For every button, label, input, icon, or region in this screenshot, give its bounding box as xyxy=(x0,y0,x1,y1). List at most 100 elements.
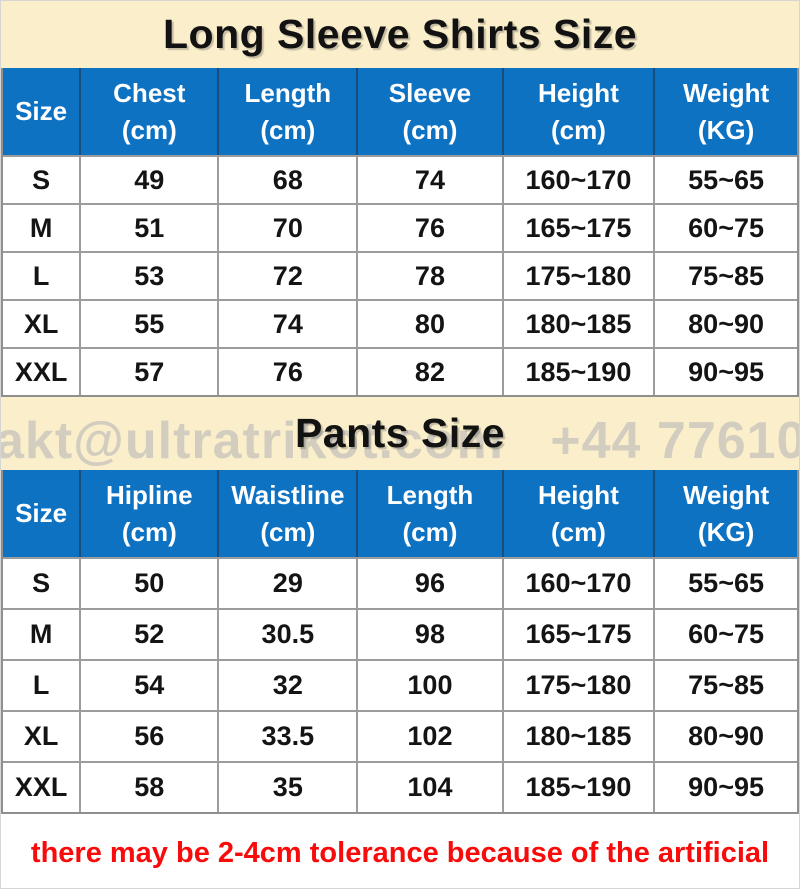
value-cell: 53 xyxy=(79,253,217,299)
value-cell: 70 xyxy=(217,205,356,251)
header-unit: (cm) xyxy=(550,516,606,547)
value-cell: 90~95 xyxy=(653,763,797,812)
header-label: Length xyxy=(386,479,474,510)
value-cell: 52 xyxy=(79,610,217,659)
value-cell: 74 xyxy=(217,301,356,347)
shirts-header-length: Length (cm) xyxy=(217,68,356,155)
value-cell: 180~185 xyxy=(501,712,654,761)
size-cell: S xyxy=(32,164,51,195)
size-cell: M xyxy=(29,212,53,243)
size-cell: S xyxy=(32,568,51,598)
value-cell: 104 xyxy=(356,763,501,812)
shirts-row: XXL 57 76 82 185~190 90~95 xyxy=(3,347,797,395)
value-cell: 68 xyxy=(217,157,356,203)
shirts-header-chest: Chest (cm) xyxy=(79,68,217,155)
header-unit: (cm) xyxy=(402,516,458,547)
pants-title-band: Pants Size xyxy=(1,397,799,470)
value-cell: 80~90 xyxy=(653,712,797,761)
value-cell: 100 xyxy=(356,661,501,710)
header-unit: (cm) xyxy=(260,516,316,547)
pants-table: Size Hipline (cm) Waistline (cm) Length … xyxy=(1,470,799,814)
header-unit: (cm) xyxy=(121,114,177,145)
pants-header-row: Size Hipline (cm) Waistline (cm) Length … xyxy=(3,470,797,557)
pants-row: XXL 58 35 104 185~190 90~95 xyxy=(3,761,797,812)
shirts-header-height: Height (cm) xyxy=(501,68,654,155)
shirts-row: L 53 72 78 175~180 75~85 xyxy=(3,251,797,299)
size-cell: L xyxy=(32,260,50,291)
value-cell: 175~180 xyxy=(501,253,654,299)
shirts-title: Long Sleeve Shirts Size xyxy=(162,11,638,57)
shirts-title-band: Long Sleeve Shirts Size xyxy=(1,1,799,68)
value-cell: 98 xyxy=(356,610,501,659)
value-cell: 55~65 xyxy=(653,157,797,203)
pants-header-size: Size xyxy=(3,470,79,557)
tolerance-note-bar: there may be 2-4cm tolerance because of … xyxy=(1,814,799,888)
shirts-row: S 49 68 74 160~170 55~65 xyxy=(3,155,797,203)
value-cell: 96 xyxy=(356,559,501,608)
value-cell: 90~95 xyxy=(653,349,797,395)
shirts-table: Size Chest (cm) Length (cm) Sleeve (cm) … xyxy=(1,68,799,397)
header-label: Hipline xyxy=(105,479,193,510)
value-cell: 29 xyxy=(217,559,356,608)
header-label: Height xyxy=(537,77,619,108)
value-cell: 58 xyxy=(79,763,217,812)
pants-header-hipline: Hipline (cm) xyxy=(79,470,217,557)
shirts-table-body: S 49 68 74 160~170 55~65 M 51 70 76 165~175 60~75 L 5… xyxy=(3,155,797,397)
header-label: Weight xyxy=(682,77,770,108)
pants-title: Pants Size xyxy=(294,410,506,456)
value-cell: 51 xyxy=(79,205,217,251)
shirts-header-row: Size Chest (cm) Length (cm) Sleeve (cm) … xyxy=(3,68,797,155)
size-cell: XL xyxy=(23,721,59,751)
header-unit: (cm) xyxy=(260,114,316,145)
pants-row: M 52 30.5 98 165~175 60~75 xyxy=(3,608,797,659)
shirts-header-size: Size xyxy=(3,68,79,155)
value-cell: 75~85 xyxy=(653,253,797,299)
header-label: Length xyxy=(244,77,332,108)
shirts-row: XL 55 74 80 180~185 80~90 xyxy=(3,299,797,347)
value-cell: 55 xyxy=(79,301,217,347)
size-cell: M xyxy=(29,619,53,649)
header-label: Waistline xyxy=(231,479,345,510)
shirts-header-sleeve: Sleeve (cm) xyxy=(356,68,501,155)
pants-row: XL 56 33.5 102 180~185 80~90 xyxy=(3,710,797,761)
value-cell: 175~180 xyxy=(501,661,654,710)
value-cell: 160~170 xyxy=(501,559,654,608)
tolerance-note: there may be 2-4cm tolerance because of … xyxy=(30,837,770,869)
value-cell: 76 xyxy=(356,205,501,251)
value-cell: 180~185 xyxy=(501,301,654,347)
value-cell: 54 xyxy=(79,661,217,710)
size-cell: XXL xyxy=(14,356,68,387)
header-unit: (cm) xyxy=(121,516,177,547)
value-cell: 76 xyxy=(217,349,356,395)
value-cell: 82 xyxy=(356,349,501,395)
pants-header-length: Length (cm) xyxy=(356,470,501,557)
value-cell: 49 xyxy=(79,157,217,203)
header-label: Sleeve xyxy=(388,77,472,108)
pants-header-height: Height (cm) xyxy=(501,470,654,557)
value-cell: 78 xyxy=(356,253,501,299)
value-cell: 35 xyxy=(217,763,356,812)
header-label: Height xyxy=(537,479,619,510)
pants-row: S 50 29 96 160~170 55~65 xyxy=(3,557,797,608)
header-unit: (KG) xyxy=(697,114,755,145)
pants-header-weight: Weight (KG) xyxy=(653,470,797,557)
value-cell: 80 xyxy=(356,301,501,347)
value-cell: 102 xyxy=(356,712,501,761)
size-cell: L xyxy=(32,670,50,700)
header-label: Chest xyxy=(113,77,186,108)
value-cell: 57 xyxy=(79,349,217,395)
value-cell: 32 xyxy=(217,661,356,710)
value-cell: 50 xyxy=(79,559,217,608)
value-cell: 30.5 xyxy=(217,610,356,659)
value-cell: 80~90 xyxy=(653,301,797,347)
pants-header-waistline: Waistline (cm) xyxy=(217,470,356,557)
header-label: Size xyxy=(15,498,68,528)
value-cell: 75~85 xyxy=(653,661,797,710)
value-cell: 165~175 xyxy=(501,205,654,251)
size-cell: XL xyxy=(23,308,59,339)
header-unit: (cm) xyxy=(550,114,606,145)
value-cell: 185~190 xyxy=(501,763,654,812)
shirts-header-weight: Weight (KG) xyxy=(653,68,797,155)
value-cell: 165~175 xyxy=(501,610,654,659)
